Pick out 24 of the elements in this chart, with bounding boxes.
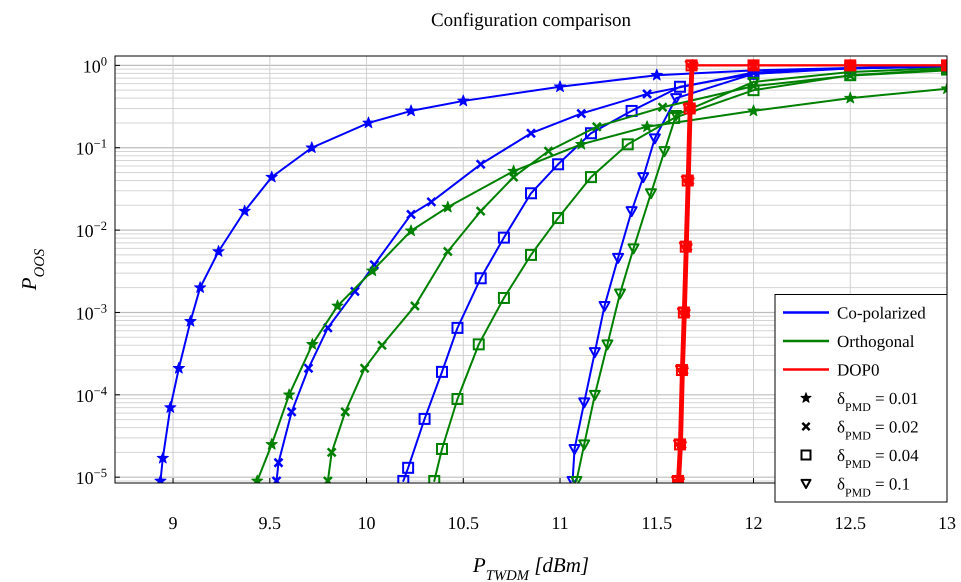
- x-tick-label: 11: [551, 513, 569, 533]
- legend-label: δ$_{PMD}$ = 0.1: [837, 474, 910, 500]
- legend-label: Co-polarized: [837, 304, 926, 322]
- y-tick-label: 10$^{−1}$: [76, 136, 107, 159]
- chart-title: Configuration comparison: [431, 10, 632, 31]
- legend-label: δ$_{PMD}$ = 0.02: [837, 418, 919, 442]
- x-tick-label: 10: [358, 513, 376, 533]
- legend-label: Orthogonal: [837, 332, 915, 351]
- y-tick-label: 10$^{−5}$: [76, 466, 107, 488]
- legend-label: DOP0: [837, 360, 880, 380]
- y-tick-label: 10$^{−2}$: [76, 219, 107, 242]
- y-tick-label: 10$^{−3}$: [76, 301, 107, 324]
- x-tick-label: 13: [938, 513, 956, 533]
- x-tick-label: 12: [744, 513, 763, 533]
- x-tick-label: 9: [168, 513, 178, 533]
- x-tick-label: 9.5: [258, 513, 282, 533]
- y-tick-label: 10$^{0}$: [82, 54, 107, 76]
- x-tick-label: 10.5: [448, 513, 480, 533]
- x-tick-label: 11.5: [641, 513, 672, 533]
- x-tick-label: 12.5: [834, 513, 866, 533]
- legend-label: δ$_{PMD}$ = 0.01: [837, 389, 919, 414]
- legend-label: δ$_{PMD}$ = 0.04: [837, 446, 920, 471]
- y-tick-label: 10$^{−4}$: [76, 384, 108, 406]
- x-axis-title: P$_{TWDM}$ [dBm]: [472, 553, 590, 582]
